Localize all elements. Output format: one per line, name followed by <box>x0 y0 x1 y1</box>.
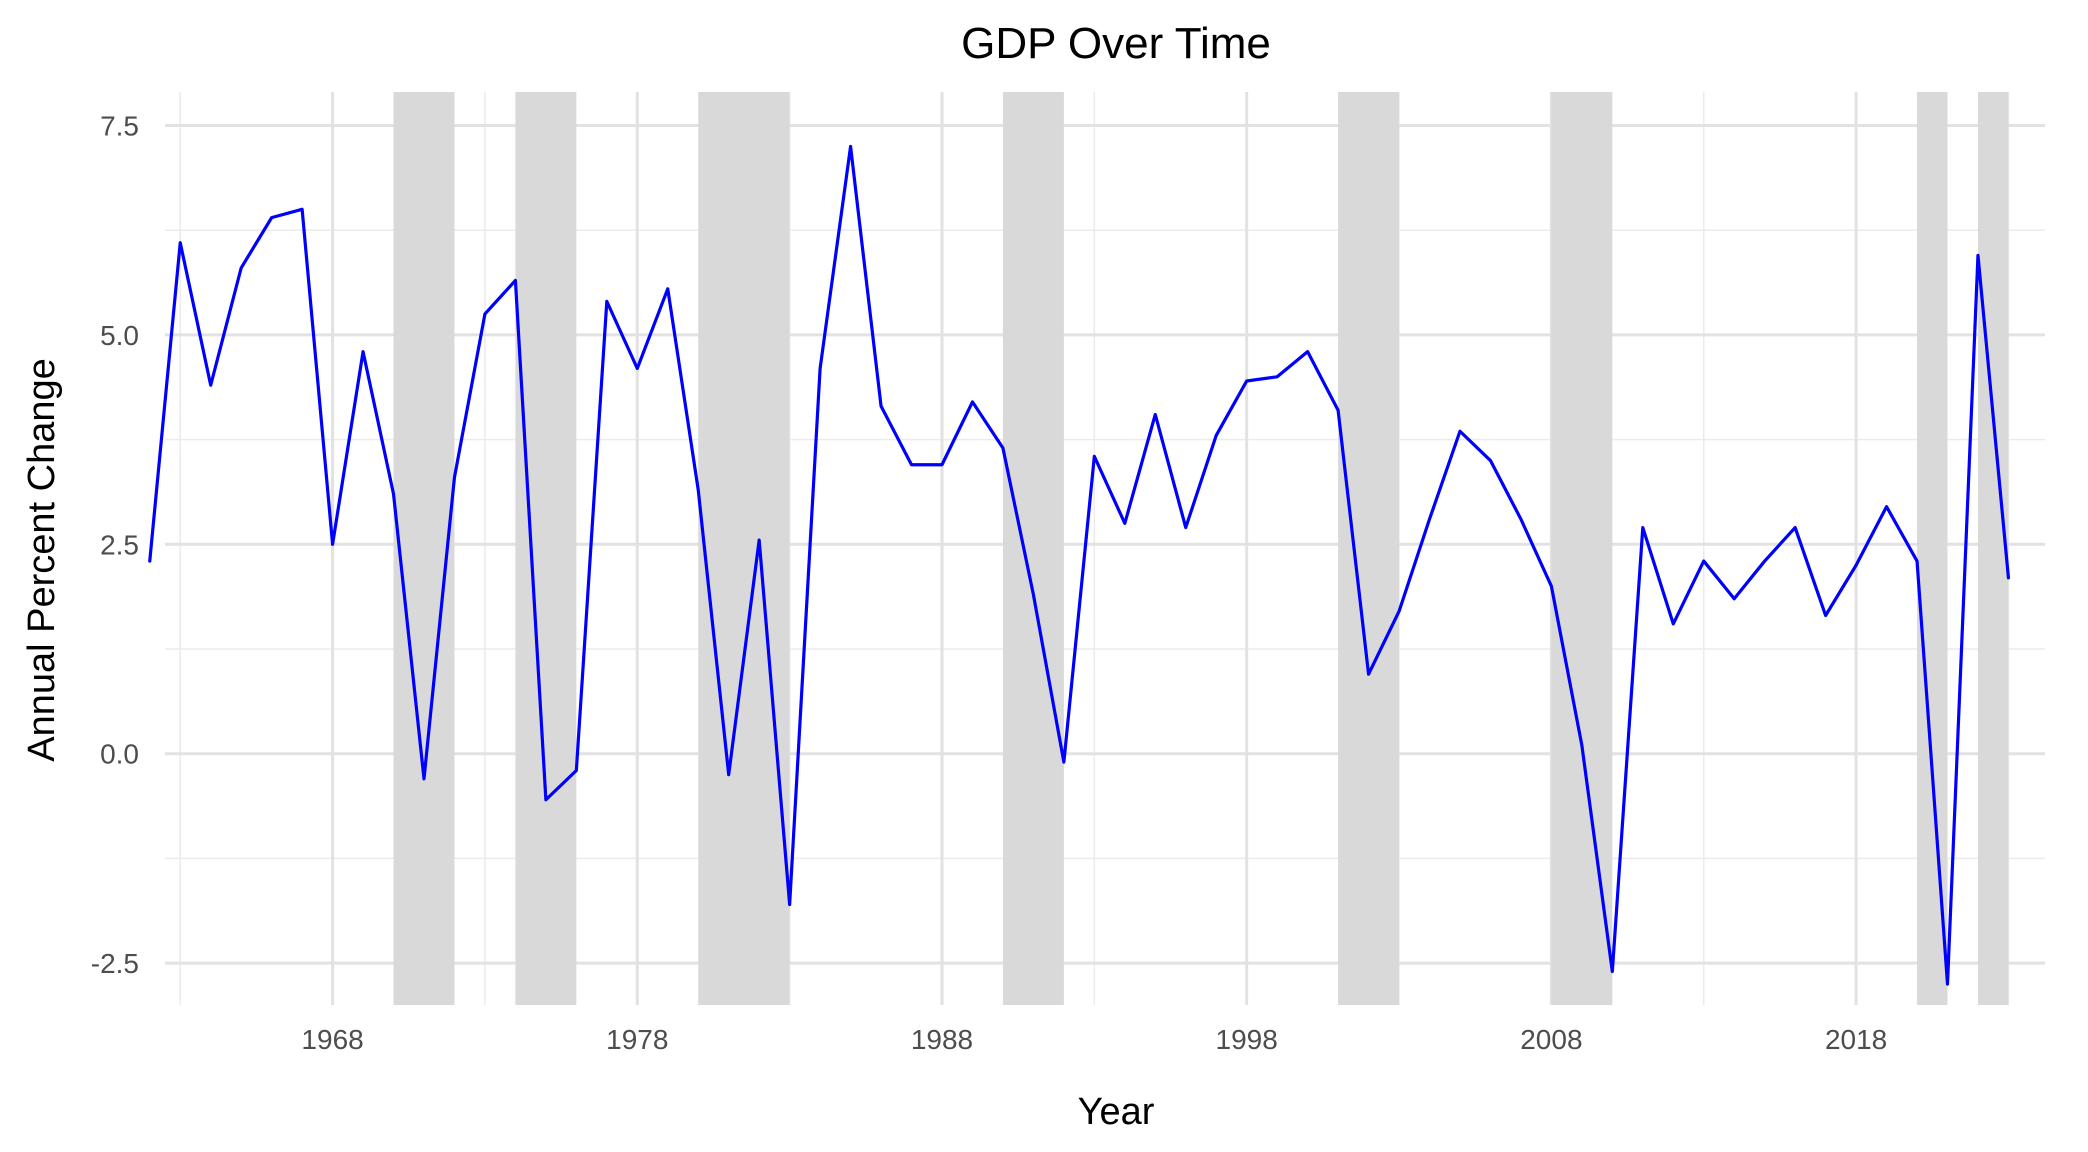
y-tick-label: 0.0 <box>100 739 139 770</box>
recession-band <box>1338 92 1400 1005</box>
recession-band <box>393 92 455 1005</box>
chart-title: GDP Over Time <box>961 19 1271 68</box>
y-axis-ticks: -2.5 0.0 2.5 5.0 7.5 <box>91 111 139 980</box>
series-line-layer <box>148 144 2011 986</box>
gdp-series-line <box>148 144 2011 986</box>
recession-band <box>1917 92 1948 1005</box>
recession-band <box>698 92 790 1005</box>
y-tick-label: 5.0 <box>100 320 139 351</box>
y-tick-label: 7.5 <box>100 111 139 142</box>
y-axis-title: Annual Percent Change <box>21 358 63 762</box>
recession-band <box>1551 92 1613 1005</box>
x-axis-title: Year <box>1078 1091 1155 1133</box>
x-tick-label: 1998 <box>1216 1024 1278 1055</box>
recession-shading <box>393 92 2009 1005</box>
recession-band <box>1002 92 1064 1005</box>
x-tick-label: 1968 <box>301 1024 363 1055</box>
grid <box>165 92 2045 1005</box>
recession-band <box>1977 92 2009 1005</box>
y-tick-label: -2.5 <box>91 948 139 979</box>
x-tick-label: 1978 <box>606 1024 668 1055</box>
x-tick-label: 2008 <box>1520 1024 1582 1055</box>
y-tick-label: 2.5 <box>100 529 139 560</box>
x-tick-label: 1988 <box>911 1024 973 1055</box>
x-tick-label: 2018 <box>1825 1024 1887 1055</box>
x-axis-ticks: 1968 1978 1988 1998 2008 2018 <box>301 1024 1887 1055</box>
recession-band <box>515 92 577 1005</box>
